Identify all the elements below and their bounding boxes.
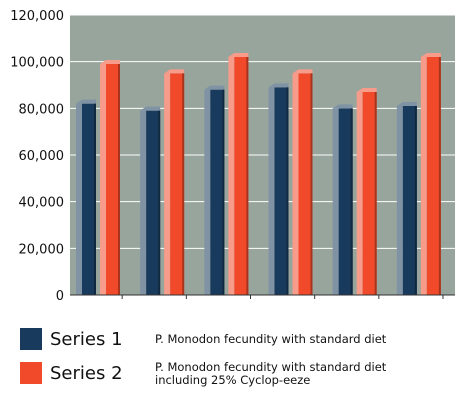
bar-series-2-cat-1 (100, 60, 120, 295)
bar-series-2-cat-2 (164, 69, 185, 295)
x-axis-ticks: 1 2 3 4 5 6 (117, 295, 448, 310)
bar-series-2-cat-3 (228, 53, 249, 295)
legend-swatch-series-1 (20, 328, 42, 350)
y-tick-label: 20,000 (19, 242, 65, 257)
bar-series-1-cat-3 (204, 85, 225, 296)
x-tick-label: 3 (246, 307, 256, 310)
bar-series-2-cat-5 (356, 88, 377, 295)
y-tick-label: 80,000 (19, 102, 65, 117)
legend-series-1: Series 1 (20, 328, 160, 350)
y-tick-label: 40,000 (19, 196, 65, 211)
x-tick-label: 2 (182, 307, 192, 310)
bar-series-1-cat-6 (396, 102, 417, 295)
y-tick-label: 100,000 (10, 56, 64, 71)
x-tick-label: 4 (310, 307, 320, 310)
y-tick-label: 0 (56, 289, 64, 304)
x-tick-label: 6 (438, 307, 448, 310)
legend-description-series-1: P. Monodon fecundity with standard diet (155, 332, 387, 346)
bar-series-1-cat-2 (140, 106, 161, 296)
bars (76, 53, 441, 296)
legend-label-series-2: Series 2 (50, 362, 123, 384)
legend-series-2: Series 2 (20, 362, 160, 384)
legend-swatch-series-2 (20, 362, 42, 384)
legend-description-series-2: P. Monodon fecundity with standard diet … (155, 360, 387, 387)
bar-series-1-cat-5 (332, 104, 353, 295)
y-tick-label: 60,000 (19, 149, 65, 164)
fecundity-bar-chart: 020,00040,00060,00080,000100,000120,000 … (10, 9, 455, 310)
gridlines (70, 14, 455, 249)
y-tick-label: 120,000 (10, 9, 64, 24)
bar-series-1-cat-1 (76, 99, 96, 296)
bar-series-2-cat-4 (292, 69, 313, 295)
bar-series-1-cat-4 (268, 83, 289, 295)
x-tick-label: 1 (117, 307, 127, 310)
legend-label-series-1: Series 1 (50, 328, 123, 350)
x-tick-label: 5 (374, 307, 384, 310)
y-axis-ticks: 0 20,000 40,000 60,000 80,000 100,000 120,000 (10, 9, 64, 304)
bar-series-2-cat-6 (420, 53, 441, 295)
